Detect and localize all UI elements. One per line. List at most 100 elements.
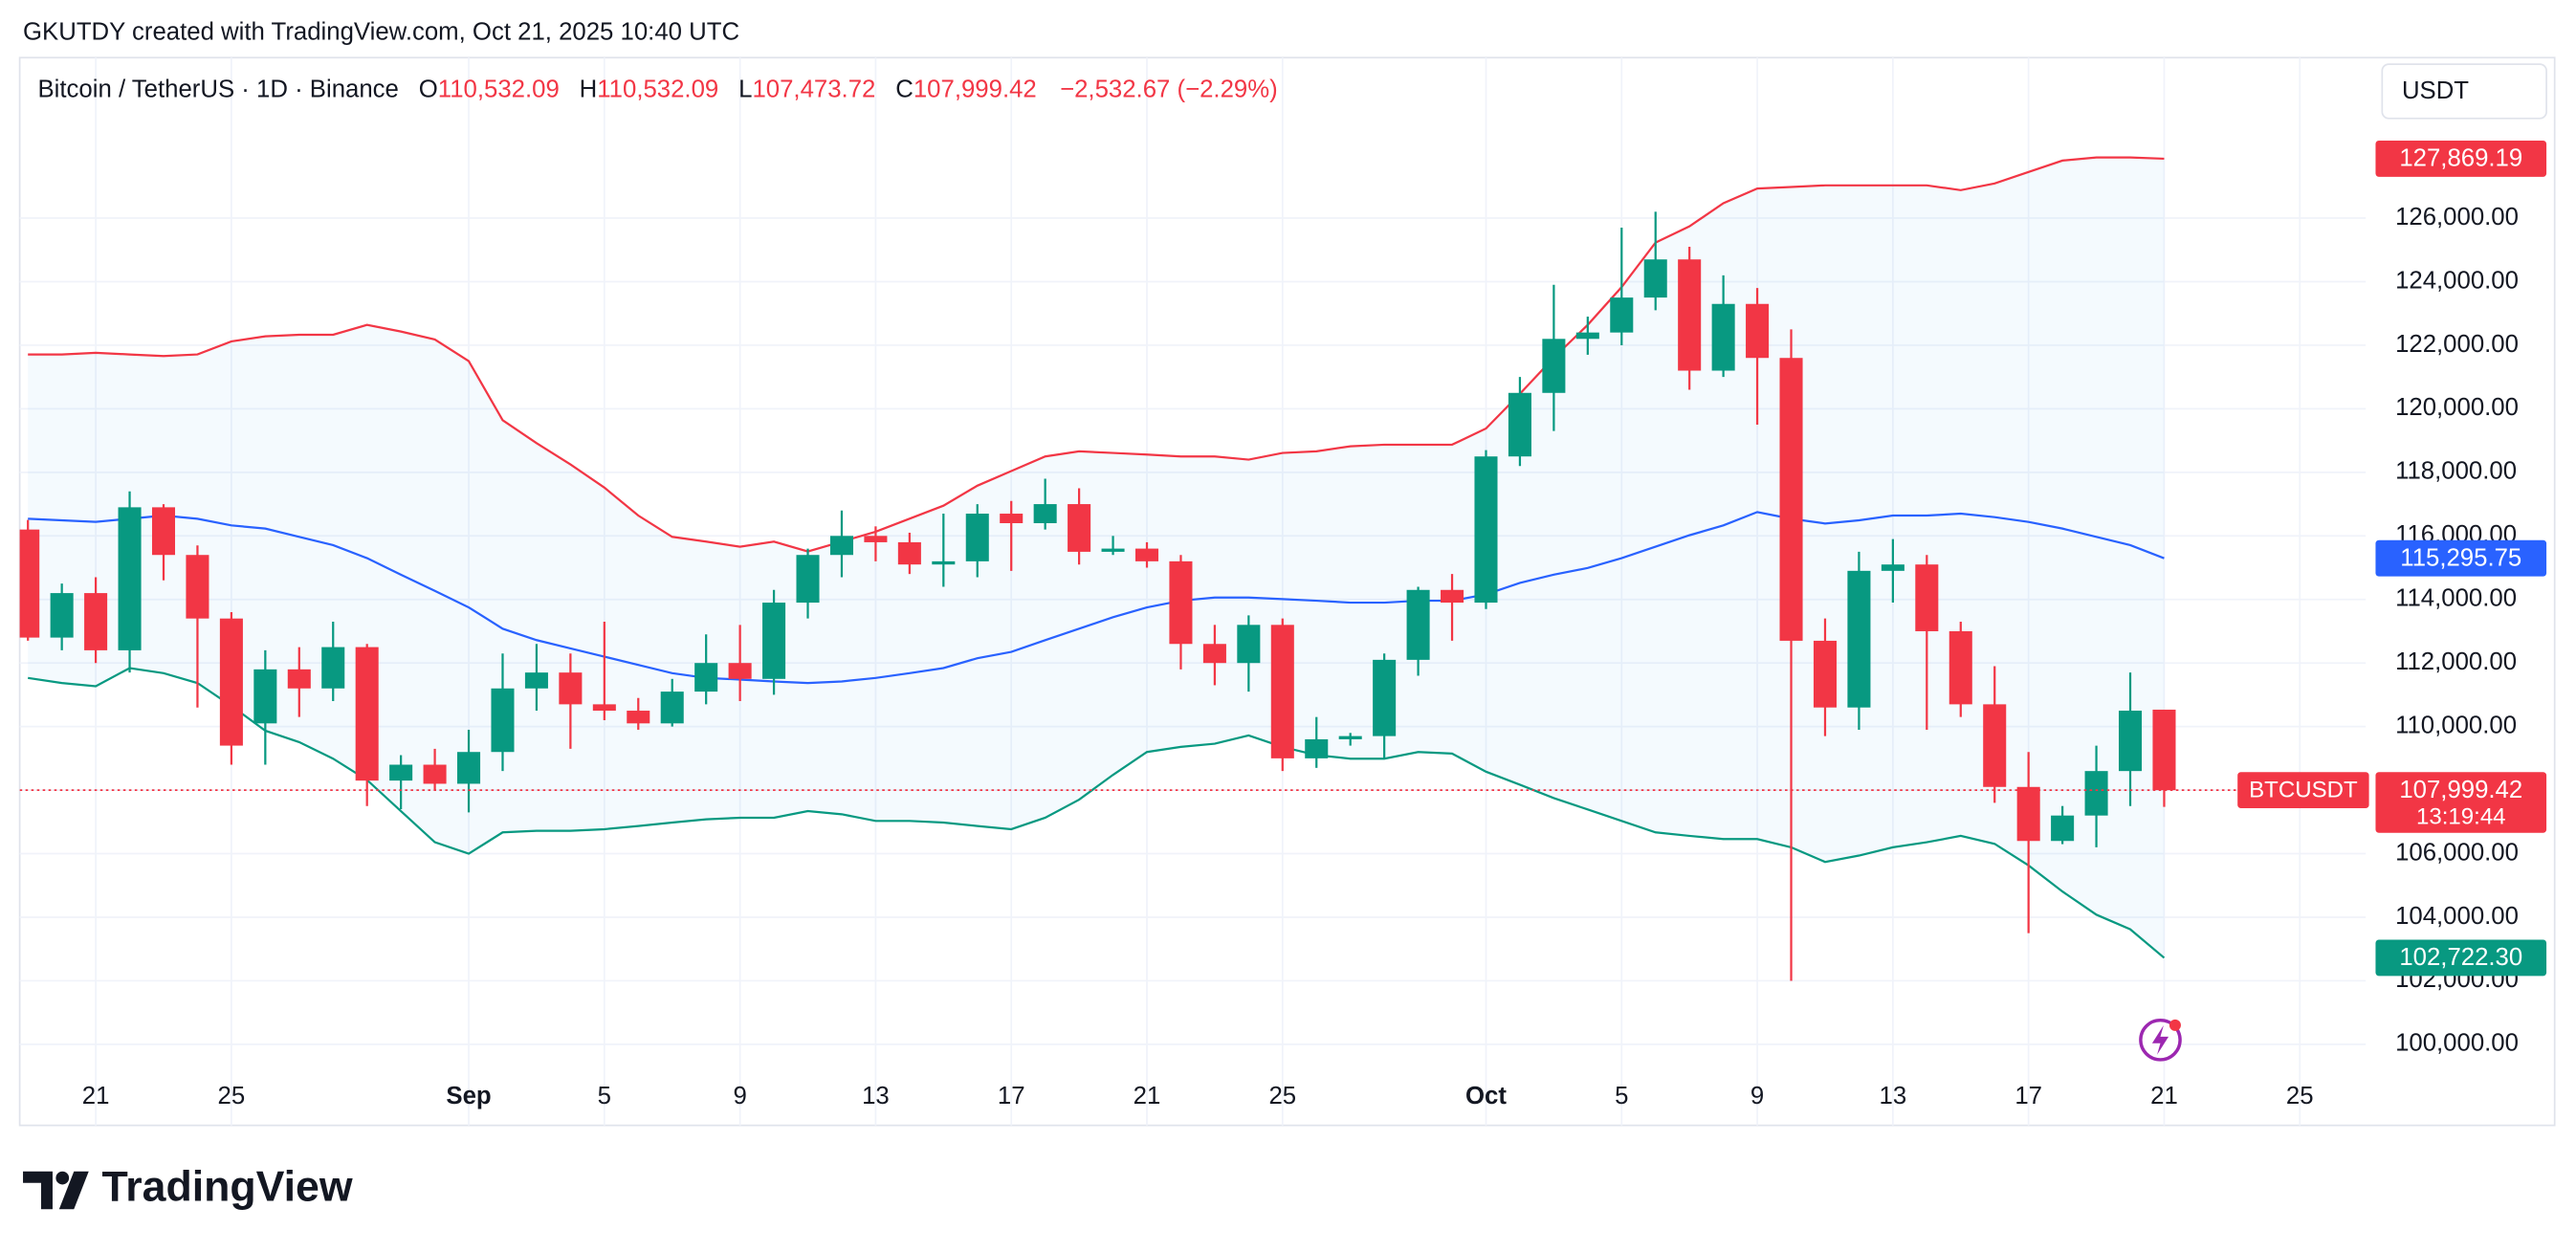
legend-key: L bbox=[738, 76, 752, 102]
candle-body bbox=[932, 560, 956, 565]
x-tick-label: Oct bbox=[1465, 1083, 1507, 1109]
y-tick-label: 110,000.00 bbox=[2395, 712, 2517, 738]
candle-body bbox=[1270, 625, 1294, 758]
candle-body bbox=[2016, 786, 2040, 842]
bolt-icon[interactable] bbox=[2139, 1018, 2182, 1062]
currency-button[interactable] bbox=[2381, 63, 2547, 120]
y-tick-label: 126,000.00 bbox=[2395, 204, 2519, 231]
legend-value: 107,999.42 bbox=[914, 76, 1037, 102]
y-tick-label: 122,000.00 bbox=[2395, 331, 2519, 358]
candle-body bbox=[1441, 589, 1464, 604]
band-upper bbox=[28, 156, 2165, 553]
x-tick-label: 13 bbox=[862, 1083, 890, 1109]
x-tick-label: 5 bbox=[1615, 1083, 1628, 1109]
y-tick-label: 104,000.00 bbox=[2395, 903, 2519, 930]
x-tick-label: 13 bbox=[1880, 1083, 1907, 1109]
y-tick-label: 120,000.00 bbox=[2395, 394, 2519, 421]
legend-symbol: Bitcoin / TetherUS · 1D · Binance bbox=[38, 76, 399, 102]
candle-body bbox=[1068, 504, 1091, 552]
candle-body bbox=[2084, 771, 2108, 816]
legend-key: O bbox=[419, 76, 438, 102]
price-tag bbox=[2375, 939, 2547, 977]
candle-body bbox=[829, 536, 853, 556]
brand: TradingView bbox=[101, 1163, 352, 1210]
candle-body bbox=[1202, 644, 1226, 664]
candle-body bbox=[50, 593, 74, 638]
candle-body bbox=[1474, 456, 1498, 604]
candle-body bbox=[524, 672, 548, 689]
candle-body bbox=[219, 618, 243, 746]
price-tag bbox=[2375, 772, 2547, 833]
candle-body bbox=[1949, 630, 1972, 705]
candle-body bbox=[1338, 736, 1362, 739]
y-tick-label: 118,000.00 bbox=[2395, 458, 2517, 485]
candle-body bbox=[559, 672, 583, 705]
y-tick-label: 112,000.00 bbox=[2395, 648, 2517, 675]
candle-body bbox=[186, 555, 209, 619]
candle-body bbox=[2118, 711, 2143, 772]
candle-body bbox=[1813, 640, 1837, 708]
candle-body bbox=[592, 704, 616, 712]
candle-body bbox=[627, 711, 650, 724]
x-tick-label: Sep bbox=[446, 1083, 491, 1109]
currency[interactable]: USDT bbox=[2402, 77, 2469, 104]
candle-body bbox=[2051, 815, 2075, 842]
legend-value: 110,532.09 bbox=[597, 76, 718, 102]
candle-body bbox=[1746, 303, 1770, 359]
y-tick-label: 114,000.00 bbox=[2395, 585, 2517, 612]
legend-value: 107,473.72 bbox=[752, 76, 875, 102]
axes: 100,000.00102,000.00104,000.00106,000.00… bbox=[82, 204, 2519, 1109]
candle-body bbox=[1610, 297, 1634, 333]
price-tag bbox=[2375, 539, 2547, 577]
candle-body bbox=[1711, 303, 1735, 371]
candle-body bbox=[457, 752, 481, 784]
candle-body bbox=[2152, 709, 2176, 791]
candle-body bbox=[1508, 392, 1531, 457]
candle-body bbox=[1779, 358, 1803, 641]
candle-body bbox=[897, 541, 921, 565]
candle-body bbox=[19, 529, 40, 638]
candle-body bbox=[1169, 560, 1193, 645]
candle-body bbox=[694, 663, 718, 692]
band-fill bbox=[28, 157, 2165, 958]
candle-body bbox=[1000, 514, 1024, 523]
candle-body bbox=[1847, 570, 1871, 708]
price-tag-label: 102,722.30 bbox=[2399, 944, 2522, 971]
band-middle bbox=[28, 511, 2165, 685]
x-tick-label: 9 bbox=[733, 1083, 746, 1109]
candle-body bbox=[1983, 704, 2007, 787]
candle-body bbox=[864, 536, 888, 542]
candle-body bbox=[151, 507, 176, 556]
candle-body bbox=[660, 692, 684, 724]
candle-body bbox=[1915, 564, 1939, 631]
candle-body bbox=[491, 688, 515, 753]
candle-body bbox=[1881, 564, 1904, 571]
candle-body bbox=[355, 647, 379, 781]
candle-body bbox=[1678, 259, 1702, 371]
candle-body bbox=[762, 603, 786, 679]
x-tick-label: 17 bbox=[998, 1083, 1025, 1109]
x-tick-label: 21 bbox=[82, 1083, 110, 1109]
candle-body bbox=[965, 514, 989, 561]
legend: Bitcoin / TetherUS · 1D · Binance O 110,5… bbox=[38, 76, 1278, 102]
legend-key: C bbox=[895, 76, 914, 102]
candle-body bbox=[321, 647, 345, 689]
grid bbox=[19, 57, 2367, 1126]
brand-logo bbox=[23, 1171, 89, 1210]
x-tick-label: 17 bbox=[2015, 1083, 2042, 1109]
x-tick-label: 9 bbox=[1750, 1083, 1764, 1109]
price-tag bbox=[2375, 141, 2547, 177]
legend-key: H bbox=[580, 76, 598, 102]
candle-body bbox=[84, 593, 108, 650]
plot bbox=[19, 156, 2367, 981]
y-tick-label: 106,000.00 bbox=[2395, 839, 2519, 866]
x-tick-label: 25 bbox=[2286, 1083, 2314, 1109]
candle-body bbox=[1033, 504, 1057, 523]
candle-body bbox=[1542, 339, 1566, 393]
candle-body bbox=[1575, 332, 1599, 340]
candle-body bbox=[287, 669, 311, 689]
candle-body bbox=[1101, 548, 1125, 552]
